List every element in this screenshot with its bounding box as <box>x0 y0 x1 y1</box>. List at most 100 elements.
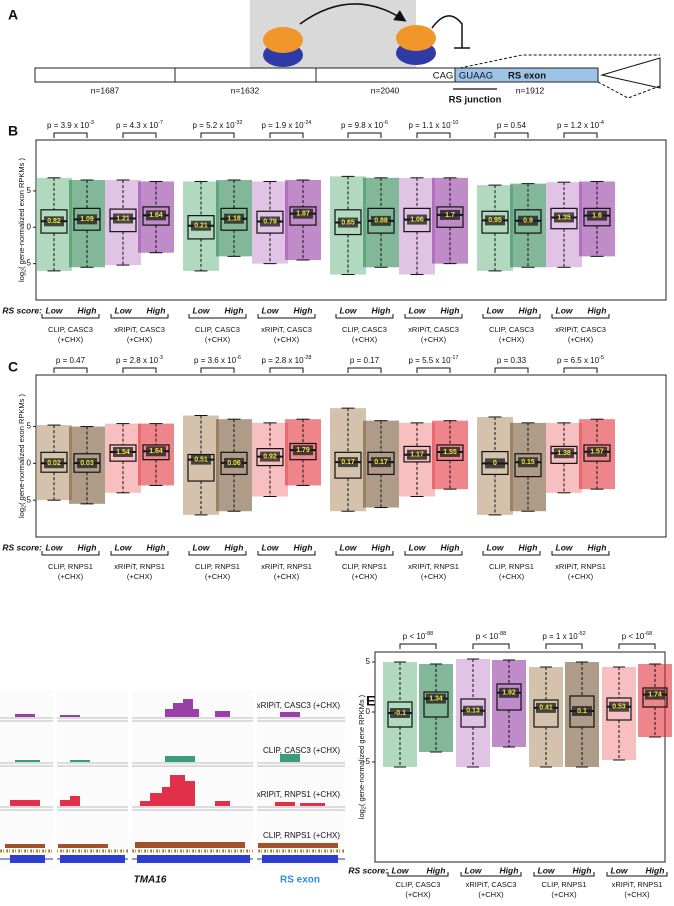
gene-exons <box>10 855 338 863</box>
y-tick-label: 5 <box>27 422 32 431</box>
median-label: 0.79 <box>263 218 277 225</box>
group-label: (+CHX) <box>352 335 378 344</box>
box <box>496 683 522 711</box>
point-cloud <box>546 182 582 268</box>
median-label-bg <box>293 445 313 456</box>
count: n=2040 <box>371 85 400 95</box>
box <box>109 208 137 233</box>
median-label-bg <box>224 213 244 224</box>
coverage <box>10 775 325 806</box>
group-label: xRIPiT, CASC3 <box>408 325 459 334</box>
median-label-bg <box>572 706 592 716</box>
p-value-exp: -7 <box>158 120 163 126</box>
median-label-bg <box>44 458 64 469</box>
rs-category: Low <box>115 542 133 552</box>
rs-score-label: RS score: <box>2 542 42 552</box>
group-label: CLIP, CASC3 <box>396 880 441 889</box>
median-label-bg <box>609 701 629 712</box>
panel-label: E <box>366 693 375 709</box>
p-value: p = 2.8 x 10-3 <box>116 355 163 365</box>
median-label-bg <box>191 454 211 465</box>
box <box>606 697 632 721</box>
rs-category: Low <box>538 865 556 875</box>
y-tick-label: 0 <box>27 222 32 231</box>
rs-category: Low <box>556 305 574 315</box>
funnel <box>600 57 661 89</box>
p-value: p = 5.5 x 10-17 <box>409 355 459 365</box>
p-value-text: p = 2.8 x 10 <box>262 356 305 365</box>
ribosome <box>396 25 436 51</box>
median-label: 1.92 <box>502 690 516 697</box>
rs-score-label: RS score: <box>2 305 42 315</box>
group-bracket <box>110 551 169 556</box>
box <box>642 687 668 708</box>
median-label: 1.6 <box>592 212 602 219</box>
point-cloud <box>477 185 513 271</box>
median-label: 0.41 <box>539 705 553 712</box>
median-label-bg <box>645 689 665 700</box>
p-value: p = 0.47 <box>56 356 86 365</box>
median-label: 0.9 <box>523 218 533 225</box>
group-bracket <box>110 314 169 319</box>
y-label-part: ( gene-normalized exon RPKMs ) <box>17 158 26 269</box>
median-label: 0.88 <box>374 218 388 225</box>
median-label-bg <box>536 702 556 713</box>
y-label-part: log <box>17 508 26 518</box>
median-label: 0.13 <box>466 708 480 715</box>
p-value-exp: -3 <box>89 120 94 126</box>
group-label: CLIP, RNPS1 <box>342 562 387 571</box>
rs-category: High <box>294 542 313 552</box>
p-value-exp: -5 <box>599 355 604 361</box>
p-value-exp: -3 <box>158 355 163 361</box>
group-label: (+CHX) <box>551 890 577 899</box>
rs-category: High <box>588 542 607 552</box>
track-label: xRIPiT, RNPS1 (+CHX) <box>257 790 341 799</box>
box <box>187 215 215 240</box>
median-label-bg <box>260 451 280 462</box>
p-value-text: p = 1.9 x 10 <box>262 121 305 130</box>
group-bracket <box>551 314 610 319</box>
y-axis-label: log2( gene-normalized gene RPKMs ) <box>357 694 368 819</box>
group-bracket <box>460 872 522 877</box>
rs-category: High <box>294 305 313 315</box>
median-label: 1.57 <box>590 449 604 456</box>
box <box>514 453 542 478</box>
p-value-text: p = 5.2 x 10 <box>193 121 236 130</box>
p-value: p = 1.1 x 10-10 <box>409 120 459 130</box>
p-value: p < 10-68 <box>622 631 652 641</box>
median-label-bg <box>440 209 460 220</box>
comparison-bracket <box>563 132 598 138</box>
p-value-text: p = 9.8 x 10 <box>341 121 384 130</box>
y-tick-label: 5 <box>366 657 371 666</box>
p-value-text: p = 0.33 <box>497 356 527 365</box>
group-label: (+CHX) <box>274 335 300 344</box>
p-value-text: p = 4.3 x 10 <box>116 121 159 130</box>
sequence: GUAAG <box>459 71 493 82</box>
box <box>533 699 559 728</box>
coverage <box>15 754 300 762</box>
box <box>460 698 486 728</box>
group-bracket <box>335 314 394 319</box>
box <box>109 444 137 462</box>
p-value: p = 3.9 x 10-3 <box>47 120 94 130</box>
median-label: 0.17 <box>374 459 388 466</box>
rs-category: Low <box>115 305 133 315</box>
median-label: 0.17 <box>341 459 355 466</box>
median-label: 0.95 <box>488 217 502 224</box>
median-label: 0.02 <box>47 460 61 467</box>
median-label-bg <box>224 457 244 468</box>
rs-category: Low <box>262 305 280 315</box>
median-label: 0.92 <box>263 453 277 460</box>
group-bracket <box>533 872 595 877</box>
rs-category: High <box>441 542 460 552</box>
p-value-exp: -32 <box>235 120 243 126</box>
box <box>583 444 611 462</box>
p-value: p = 3.6 x 10-6 <box>194 355 241 365</box>
panel-label: C <box>8 359 18 375</box>
rs-category: Low <box>556 542 574 552</box>
y-label-part: log <box>357 809 366 819</box>
y-tick-label: 5 <box>27 186 32 195</box>
comparison-bracket <box>200 367 235 373</box>
comparison-bracket <box>399 643 437 649</box>
box <box>481 210 509 234</box>
